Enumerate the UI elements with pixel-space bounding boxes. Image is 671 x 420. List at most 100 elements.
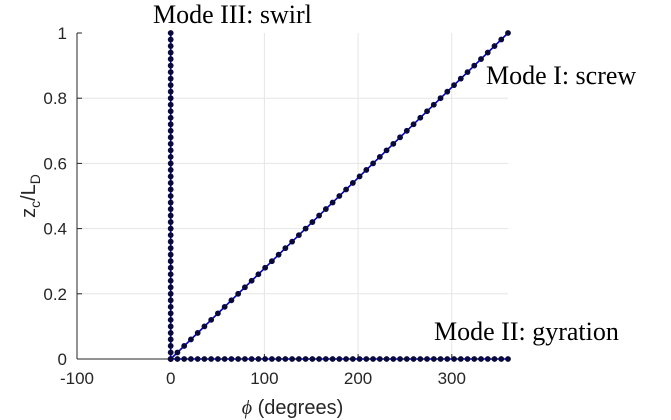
series-swirl	[167, 30, 174, 362]
data-point-swirl	[167, 245, 174, 252]
y-axis-sub1: c	[27, 201, 43, 208]
data-point-gyration	[329, 356, 336, 362]
data-point-screw	[248, 277, 255, 284]
data-point-swirl	[167, 75, 174, 82]
data-point-gyration	[376, 356, 383, 362]
data-point-screw	[228, 297, 235, 304]
data-point-screw	[174, 349, 181, 356]
data-point-gyration	[275, 356, 282, 362]
data-point-gyration	[491, 356, 498, 362]
data-point-swirl	[167, 323, 174, 330]
x-tick-label: 200	[344, 369, 372, 388]
annotation-screw: Mode I: screw	[486, 61, 636, 90]
data-point-swirl	[167, 30, 174, 36]
x-tick-label: -100	[60, 369, 94, 388]
series-gyration	[167, 356, 511, 362]
data-point-gyration	[208, 356, 215, 362]
data-point-gyration	[235, 356, 242, 362]
data-point-gyration	[248, 356, 255, 362]
data-point-gyration	[181, 356, 188, 362]
x-axis-text: (degrees)	[252, 397, 343, 419]
data-point-screw	[451, 82, 457, 89]
data-point-screw	[343, 186, 349, 193]
data-point-swirl	[167, 140, 174, 147]
data-point-gyration	[356, 356, 363, 362]
data-point-screw	[363, 167, 370, 173]
data-point-gyration	[457, 356, 464, 362]
data-point-swirl	[167, 173, 174, 180]
data-point-screw	[471, 62, 478, 69]
data-point-swirl	[167, 258, 174, 265]
data-point-swirl	[167, 271, 174, 278]
data-point-gyration	[174, 356, 181, 362]
y-axis-title: zc/LD	[18, 174, 43, 218]
data-point-screw	[194, 330, 201, 336]
data-point-screw	[201, 323, 208, 330]
data-point-gyration	[295, 356, 302, 362]
data-point-gyration	[471, 356, 478, 362]
annotation-swirl: Mode III: swirl	[153, 0, 312, 29]
data-point-screw	[316, 212, 323, 219]
data-point-screw	[309, 219, 316, 225]
data-point-swirl	[167, 193, 174, 199]
data-point-gyration	[221, 356, 228, 362]
data-point-swirl	[167, 36, 174, 43]
data-point-gyration	[302, 356, 309, 362]
data-point-swirl	[167, 290, 174, 297]
data-point-gyration	[424, 356, 430, 362]
data-point-screw	[282, 245, 289, 252]
data-point-swirl	[167, 343, 174, 349]
data-point-swirl	[167, 153, 174, 160]
data-point-screw	[268, 258, 275, 265]
data-point-screw	[275, 251, 282, 258]
data-point-swirl	[167, 114, 174, 121]
data-point-gyration	[343, 356, 349, 362]
data-point-screw	[242, 284, 248, 291]
data-point-gyration	[322, 356, 329, 362]
data-point-gyration	[437, 356, 444, 362]
data-point-screw	[457, 75, 464, 82]
data-point-screw	[498, 36, 505, 43]
data-point-screw	[356, 173, 363, 180]
data-point-swirl	[167, 43, 174, 49]
data-point-screw	[208, 316, 215, 323]
data-point-swirl	[167, 108, 174, 115]
data-point-swirl	[167, 167, 174, 173]
data-point-screw	[188, 336, 194, 343]
data-point-swirl	[167, 212, 174, 219]
data-point-swirl	[167, 330, 174, 336]
data-point-gyration	[383, 356, 390, 362]
data-point-screw	[484, 49, 491, 56]
data-point-gyration	[282, 356, 289, 362]
data-point-swirl	[167, 225, 174, 232]
data-point-screw	[491, 43, 498, 49]
x-axis-title: ϕ (degrees)	[242, 397, 344, 419]
data-point-swirl	[167, 101, 174, 108]
data-point-swirl	[167, 56, 174, 62]
data-point-swirl	[167, 356, 174, 362]
data-point-gyration	[349, 356, 356, 362]
data-point-swirl	[167, 82, 174, 89]
data-point-gyration	[505, 356, 511, 362]
data-point-gyration	[309, 356, 316, 362]
data-point-screw	[255, 271, 262, 278]
y-tick-label: 1	[58, 24, 67, 43]
data-point-screw	[221, 303, 228, 310]
data-point-swirl	[167, 69, 174, 76]
y-axis-mid: /L	[18, 184, 40, 201]
data-point-swirl	[167, 277, 174, 284]
data-point-gyration	[403, 356, 410, 362]
annotation-gyration: Mode II: gyration	[434, 317, 619, 346]
data-point-screw	[478, 56, 484, 62]
data-point-screw	[397, 134, 403, 141]
data-point-screw	[336, 193, 343, 199]
data-point-gyration	[336, 356, 343, 362]
data-point-screw	[289, 238, 296, 245]
data-point-gyration	[410, 356, 417, 362]
data-point-gyration	[430, 356, 437, 362]
y-tick-label: 0.4	[43, 220, 67, 239]
data-point-screw	[262, 264, 269, 271]
data-point-screw	[235, 290, 242, 297]
